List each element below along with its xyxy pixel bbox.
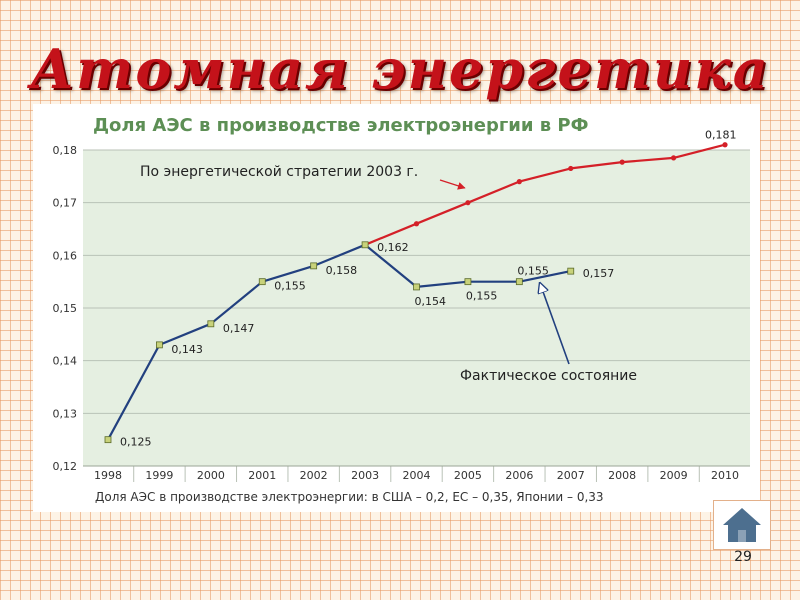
x-tick-label: 2001: [248, 469, 276, 482]
data-label: 0,147: [223, 322, 255, 335]
series-layer: [107, 143, 726, 441]
x-tick-label: 1998: [94, 469, 122, 482]
data-point-forecast: [516, 179, 522, 185]
data-point-actual: [515, 278, 523, 286]
home-button[interactable]: [713, 500, 771, 550]
data-label: 0,125: [120, 436, 152, 449]
data-label: 0,155: [517, 265, 549, 278]
x-tick-label: 2000: [197, 469, 225, 482]
data-point-forecast: [568, 165, 574, 172]
x-tick-label: 1999: [145, 469, 173, 482]
data-point-actual: [104, 436, 112, 444]
data-point-actual: [361, 241, 369, 249]
y-tick-label: 0,18: [53, 144, 78, 157]
chart: Доля АЭС в производстве электроэнергии в…: [33, 104, 760, 512]
x-tick-label: 2005: [454, 469, 482, 482]
series-line-1: [364, 143, 726, 246]
x-tick-label: 2010: [711, 469, 739, 482]
annotation-arrow-actual: [540, 283, 570, 365]
x-tick-label: 2003: [351, 469, 379, 482]
annotation-arrow-strategy: [439, 179, 466, 190]
annotation-strategy: По энергетической стратегии 2003 г.: [140, 164, 418, 180]
x-tick-label: 2006: [505, 469, 533, 482]
data-label: 0,154: [415, 295, 447, 308]
x-tick-label: 2004: [403, 469, 431, 482]
data-label: 0,155: [466, 290, 498, 303]
series-line-0: [107, 243, 572, 441]
data-point-actual: [258, 278, 266, 286]
annotation-layer: По энергетической стратегии 2003 г. Факти…: [140, 164, 637, 384]
data-point-forecast: [722, 142, 728, 148]
data-label: 0,181: [705, 129, 737, 142]
x-tick-label: 2002: [300, 469, 328, 482]
data-label: 0,162: [377, 241, 409, 254]
marker-layer: [104, 142, 728, 444]
slide-title: Атомная энергетика: [30, 37, 770, 101]
chart-title: Доля АЭС в производстве электроэнергии в…: [93, 115, 588, 136]
data-point-forecast: [413, 221, 420, 227]
y-tick-label: 0,12: [53, 460, 78, 473]
x-tick-label: 2008: [608, 469, 636, 482]
grid-layer: 0,12 0,13 0,14 0,15 0,16 0,17 0,18 1998 1999 2000…: [53, 144, 750, 482]
data-point-forecast: [465, 200, 471, 206]
data-point-actual: [207, 320, 215, 328]
data-label: 0,157: [583, 267, 615, 280]
data-label: 0,158: [326, 264, 358, 277]
x-tick-label: 2009: [660, 469, 688, 482]
annotation-actual: Фактическое состояние: [460, 368, 637, 384]
y-tick-label: 0,16: [53, 249, 78, 262]
label-layer: 0,125 0,143 0,147 0,155 0,158 0,162 0,154 0,155…: [120, 129, 737, 449]
y-tick-label: 0,13: [53, 407, 78, 420]
data-point-forecast: [670, 155, 677, 161]
data-point-forecast: [619, 159, 625, 165]
y-tick-label: 0,17: [53, 197, 78, 210]
data-point-actual: [156, 341, 163, 349]
data-point-actual: [464, 278, 472, 286]
data-label: 0,143: [171, 343, 203, 356]
page-number: 29: [734, 549, 752, 565]
y-tick-label: 0,14: [53, 355, 78, 368]
data-point-actual: [413, 283, 420, 291]
y-tick-label: 0,15: [53, 302, 78, 315]
data-point-actual: [310, 262, 318, 270]
data-label: 0,155: [274, 280, 306, 293]
chart-svg: Доля АЭС в производстве электроэнергии в…: [53, 115, 750, 504]
data-point-actual: [567, 267, 575, 275]
x-tick-label: 2007: [557, 469, 585, 482]
chart-footnote: Доля АЭС в производстве электроэнергии: …: [95, 490, 604, 504]
home-icon: [723, 508, 761, 542]
